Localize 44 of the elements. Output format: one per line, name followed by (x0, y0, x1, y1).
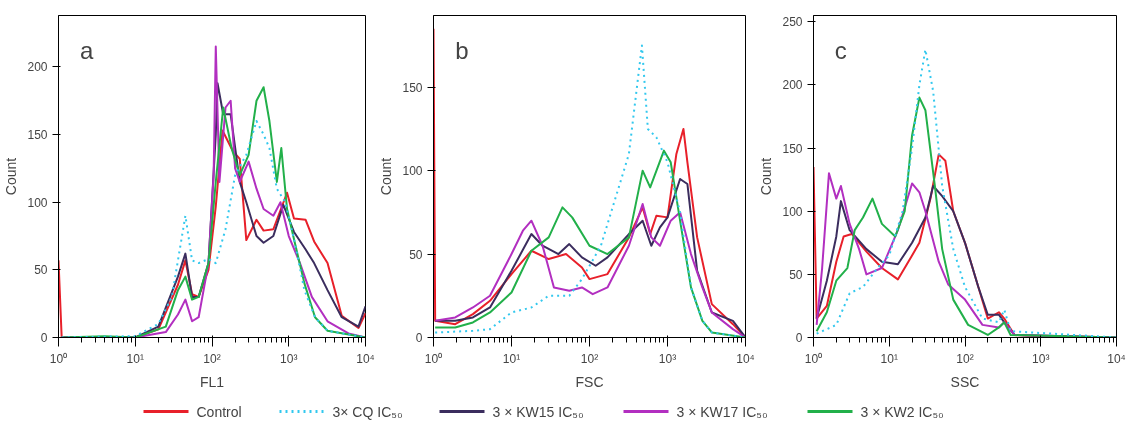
y-tick-label: 50 (34, 263, 48, 278)
y-tick-label: 100 (402, 164, 423, 179)
legend-label: 3 × KW17 IC₅₀ (676, 403, 768, 420)
y-tick-label: 200 (27, 60, 48, 75)
y-axis-title: Count (758, 157, 775, 196)
x-axis-title: SSC (950, 373, 980, 390)
y-tick-label: 150 (782, 141, 803, 156)
x-tick-label: 10⁰ (424, 351, 443, 366)
x-tick-label: 10² (203, 351, 221, 366)
y-tick-label: 50 (789, 267, 803, 282)
x-tick-label: 10³ (658, 351, 677, 366)
x-tick-label: 10² (580, 351, 599, 366)
x-tick-label: 10¹ (880, 351, 898, 366)
annotation: b (455, 36, 469, 64)
y-tick-label: 250 (782, 15, 803, 30)
x-tick-label: 10³ (280, 351, 298, 366)
legend-label: 3× CQ IC₅₀ (332, 403, 403, 420)
x-tick-label: 10¹ (502, 351, 521, 366)
y-tick-label: 200 (782, 78, 803, 93)
x-tick-label: 10⁰ (804, 351, 823, 366)
y-tick-label: 50 (409, 247, 423, 262)
annotation: a (79, 36, 94, 64)
y-tick-label: 0 (415, 331, 423, 345)
y-tick-label: 0 (40, 331, 48, 345)
x-axis-title: FSC (575, 373, 604, 390)
x-tick-label: 10⁴ (736, 351, 755, 366)
x-tick-label: 10² (956, 351, 974, 366)
x-tick-label: 10³ (1032, 351, 1050, 366)
annotation: c (834, 36, 847, 64)
y-tick-label: 150 (402, 80, 423, 95)
y-tick-label: 0 (795, 331, 803, 345)
y-axis-title: Count (3, 157, 20, 196)
x-tick-label: 10⁴ (356, 351, 375, 366)
y-axis-title: Count (378, 157, 395, 196)
x-axis-title: FL1 (199, 373, 225, 390)
y-tick-label: 150 (27, 128, 48, 143)
legend-label: 3 × KW15 IC₅₀ (492, 403, 584, 420)
y-tick-label: 100 (27, 195, 48, 210)
x-tick-label: 10¹ (126, 351, 144, 366)
y-tick-label: 100 (782, 204, 803, 219)
legend-label: 3 × KW2 IC₅₀ (860, 403, 945, 420)
x-tick-label: 10⁴ (1107, 351, 1126, 366)
x-tick-label: 10⁰ (49, 351, 68, 366)
legend-label: Control (196, 403, 242, 420)
